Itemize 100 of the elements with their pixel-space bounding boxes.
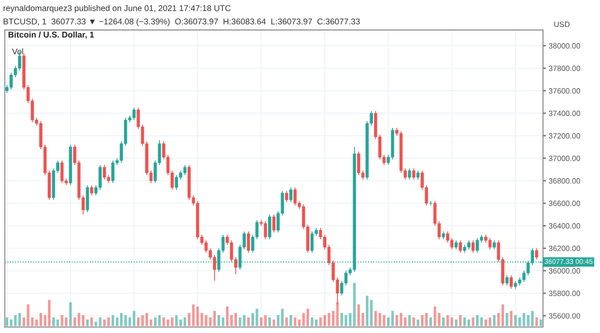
bar — [454, 320, 458, 326]
bar — [188, 313, 190, 326]
bar — [204, 315, 208, 326]
bar — [526, 315, 530, 326]
bar — [209, 317, 212, 326]
bar — [247, 317, 250, 326]
bar — [64, 317, 68, 326]
bar — [69, 302, 72, 326]
candlestick — [412, 168, 416, 180]
bar — [404, 317, 407, 326]
bar — [234, 313, 238, 326]
bar — [332, 310, 334, 326]
bar — [302, 313, 305, 326]
bar — [497, 313, 500, 326]
bar — [357, 304, 360, 326]
bar — [128, 317, 132, 326]
bar — [396, 315, 398, 326]
chart-title: Vol — [12, 48, 24, 54]
bar — [192, 304, 195, 326]
bar — [82, 315, 84, 326]
bar — [226, 306, 229, 326]
bar — [540, 320, 542, 326]
bar — [116, 317, 118, 326]
bar — [40, 313, 42, 326]
bar — [429, 317, 432, 326]
bar — [310, 317, 314, 326]
bar — [120, 313, 123, 326]
bar — [158, 315, 161, 326]
bar — [281, 308, 284, 326]
bar — [472, 317, 474, 326]
bar — [420, 315, 424, 326]
bar — [31, 317, 34, 326]
bar — [166, 320, 170, 326]
bar — [251, 313, 254, 326]
bar — [506, 313, 508, 326]
bar — [416, 320, 420, 326]
bar — [531, 310, 534, 326]
bar — [476, 315, 479, 326]
bar — [6, 317, 8, 326]
bar — [222, 317, 224, 326]
bar — [141, 315, 144, 326]
bar — [86, 320, 89, 326]
bar — [412, 317, 416, 326]
bar — [98, 317, 102, 326]
bar — [124, 315, 127, 326]
bar — [408, 315, 411, 326]
bar — [306, 308, 310, 326]
bar — [522, 313, 526, 326]
bar — [501, 304, 504, 326]
bar — [366, 296, 368, 326]
bar — [400, 313, 402, 326]
candlestick — [476, 238, 479, 254]
text: reynaldomarquez3 published on June 01, 2021 17:47:18 UTC — [4, 4, 231, 13]
bar — [488, 317, 492, 326]
bar — [48, 300, 51, 326]
bar — [374, 310, 377, 326]
bar — [459, 315, 462, 326]
bar — [492, 315, 496, 326]
bar — [450, 317, 454, 326]
bar — [238, 317, 242, 326]
bar — [150, 320, 152, 326]
bar — [230, 315, 233, 326]
bar — [107, 317, 110, 326]
bar — [242, 315, 246, 326]
bar — [35, 320, 38, 326]
bar — [26, 304, 30, 326]
bar — [425, 313, 428, 326]
candlestick — [510, 274, 513, 290]
bar — [446, 315, 449, 326]
bar — [175, 315, 178, 326]
bar — [391, 310, 394, 326]
bar — [518, 317, 521, 326]
candlestick — [492, 240, 496, 250]
bar — [344, 315, 348, 326]
bar — [315, 320, 318, 326]
bar — [132, 310, 136, 326]
candlestick — [90, 184, 94, 196]
bar — [319, 317, 322, 326]
bar — [260, 317, 262, 326]
bar — [14, 315, 17, 326]
bar — [200, 313, 204, 326]
bar — [196, 306, 199, 326]
bar — [362, 313, 364, 326]
bar — [285, 317, 288, 326]
bar — [290, 315, 292, 326]
bar — [276, 315, 280, 326]
bar — [137, 317, 140, 326]
bar — [387, 317, 390, 326]
bar — [484, 320, 488, 326]
bar — [213, 310, 216, 326]
bar — [348, 313, 352, 326]
bar — [378, 313, 382, 326]
bar — [298, 320, 301, 326]
bar — [184, 317, 186, 326]
bar — [328, 313, 330, 326]
bar — [60, 315, 64, 326]
bar — [353, 282, 356, 326]
bar — [170, 317, 174, 326]
bar — [103, 320, 106, 326]
bar — [434, 306, 436, 326]
